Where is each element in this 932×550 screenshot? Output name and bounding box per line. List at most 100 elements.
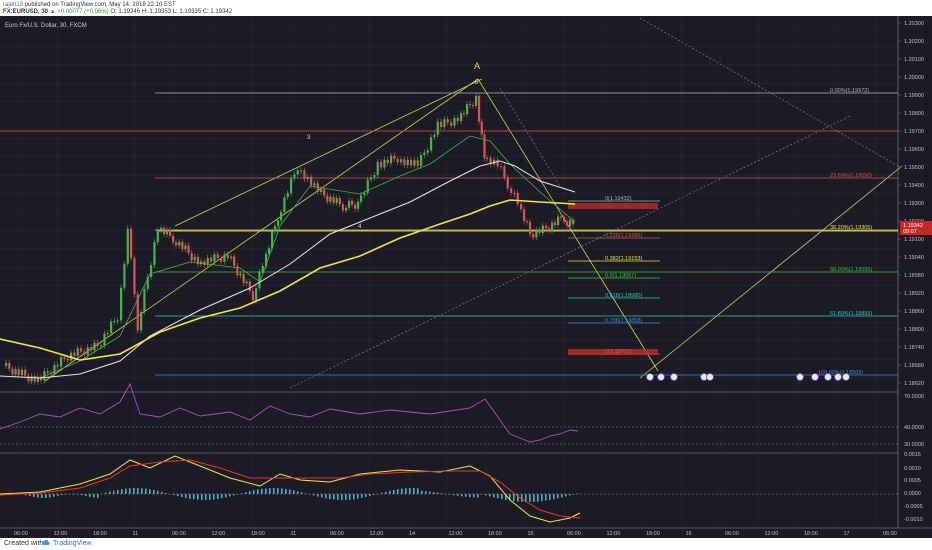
candle (20, 369, 24, 376)
candle (489, 158, 492, 165)
candle (293, 174, 296, 179)
price-tick: 1.18740 (904, 345, 924, 351)
macd-bar (77, 494, 79, 495)
macd-signal (0, 459, 581, 519)
candle (113, 321, 116, 322)
candle (126, 228, 129, 264)
price-tick: 1.19400 (904, 183, 924, 189)
price-tick: 1.19800 (904, 111, 924, 117)
candle (310, 176, 313, 186)
macd-bar (209, 494, 211, 500)
macd-bar (401, 488, 403, 494)
candle (163, 227, 166, 235)
candle (14, 369, 17, 375)
author-link[interactable]: rajeh13 (3, 2, 24, 8)
macd-bar (457, 494, 459, 496)
candle (66, 358, 69, 361)
candle (193, 256, 196, 261)
candle (463, 113, 466, 115)
candle (169, 229, 172, 236)
macd-tick: 0.0000 (904, 491, 921, 497)
rsi-tick: 40.0000 (904, 425, 924, 431)
candle (90, 347, 93, 351)
macd-bar (385, 491, 387, 494)
candle (400, 159, 403, 163)
macd-bar (441, 493, 443, 494)
wave-label-4: 4 (358, 224, 362, 230)
macd-tick: 0.0015 (904, 452, 921, 458)
price-axis[interactable]: 1.20300 1.20200 1.20100 1.20000 1.19900 1.198… (898, 21, 924, 387)
candle (338, 198, 341, 205)
chart-area[interactable]: Euro Fx/U.S. Dollar, 30, FXCM 0.00%(1.19… (0, 16, 932, 538)
candle (426, 150, 429, 153)
time-axis[interactable]: 06:00 12:00 18:00 11 06:00 12:00 18:00 11 06:00 1… (14, 531, 897, 537)
candle (100, 345, 103, 347)
macd-bar (345, 494, 347, 500)
macd-bar (113, 490, 115, 494)
macd-bar (193, 494, 195, 500)
time-tick: 12:00 (607, 531, 621, 537)
candle (360, 195, 363, 202)
candle (17, 369, 20, 376)
rsi-axis: 70.0000 40.0000 30.0000 (904, 394, 924, 448)
projection-dashed (289, 17, 899, 389)
candle (480, 121, 483, 135)
macd-bar (213, 494, 215, 500)
candle (123, 263, 126, 288)
candle (24, 369, 27, 376)
fib-level-label: 100.00%(1.18509) (818, 370, 863, 376)
price-tick: 1.19300 (904, 201, 924, 207)
candle (93, 342, 96, 351)
fib-ext-label: 0.786(1.18858) (605, 318, 642, 324)
fib-ext-label: 0.5(1.19067) (605, 273, 636, 279)
price-tick: 1.19600 (904, 147, 924, 153)
tradingview-cloud-icon (41, 539, 50, 545)
candle (5, 362, 8, 366)
macd-bar (349, 494, 351, 500)
macd-bar (145, 488, 147, 494)
macd-bar (309, 494, 311, 495)
time-tick: 11 (133, 531, 139, 537)
candle (274, 226, 277, 232)
macd-bar (189, 494, 191, 499)
macd-bar (261, 488, 263, 494)
candle (551, 222, 554, 231)
candle (106, 333, 109, 335)
candle (554, 222, 557, 225)
candle (296, 170, 299, 175)
rsi-tick: 30.0000 (904, 442, 924, 448)
fib-ext-label: 0.236(1.19286) (605, 233, 642, 239)
macd-bar (357, 494, 359, 499)
macd-bar (57, 494, 59, 496)
macd-bar (37, 494, 39, 498)
macd-tick: -0.0010 (904, 517, 923, 523)
candle (420, 154, 423, 166)
candle (73, 352, 76, 356)
candle (569, 219, 572, 226)
economic-event-markers[interactable] (646, 373, 850, 381)
macd-bar (417, 488, 419, 494)
candle (36, 376, 40, 382)
macd-bar (93, 494, 95, 498)
candle (390, 155, 393, 164)
candle (11, 368, 14, 375)
candle (146, 277, 149, 289)
time-tick: 12:00 (765, 531, 779, 537)
tradingview-link[interactable]: TradingView (53, 540, 92, 547)
published-info: published on TradingView.com, May 14, 20… (24, 2, 176, 8)
price-tick: 1.20100 (904, 57, 924, 63)
macd-bar (377, 493, 379, 495)
candle (143, 288, 146, 312)
macd-bar (429, 491, 431, 494)
time-tick: 06:00 (330, 531, 344, 537)
macd-bar (373, 494, 375, 495)
macd-bar (289, 489, 291, 494)
macd-bar (233, 494, 235, 496)
candle (341, 204, 345, 211)
macd-bar (25, 494, 27, 496)
macd-bar (525, 494, 527, 502)
macd-bar (165, 492, 167, 494)
macd-tick: -0.0005 (904, 504, 923, 510)
macd-bar (89, 494, 91, 497)
candle (541, 225, 544, 234)
